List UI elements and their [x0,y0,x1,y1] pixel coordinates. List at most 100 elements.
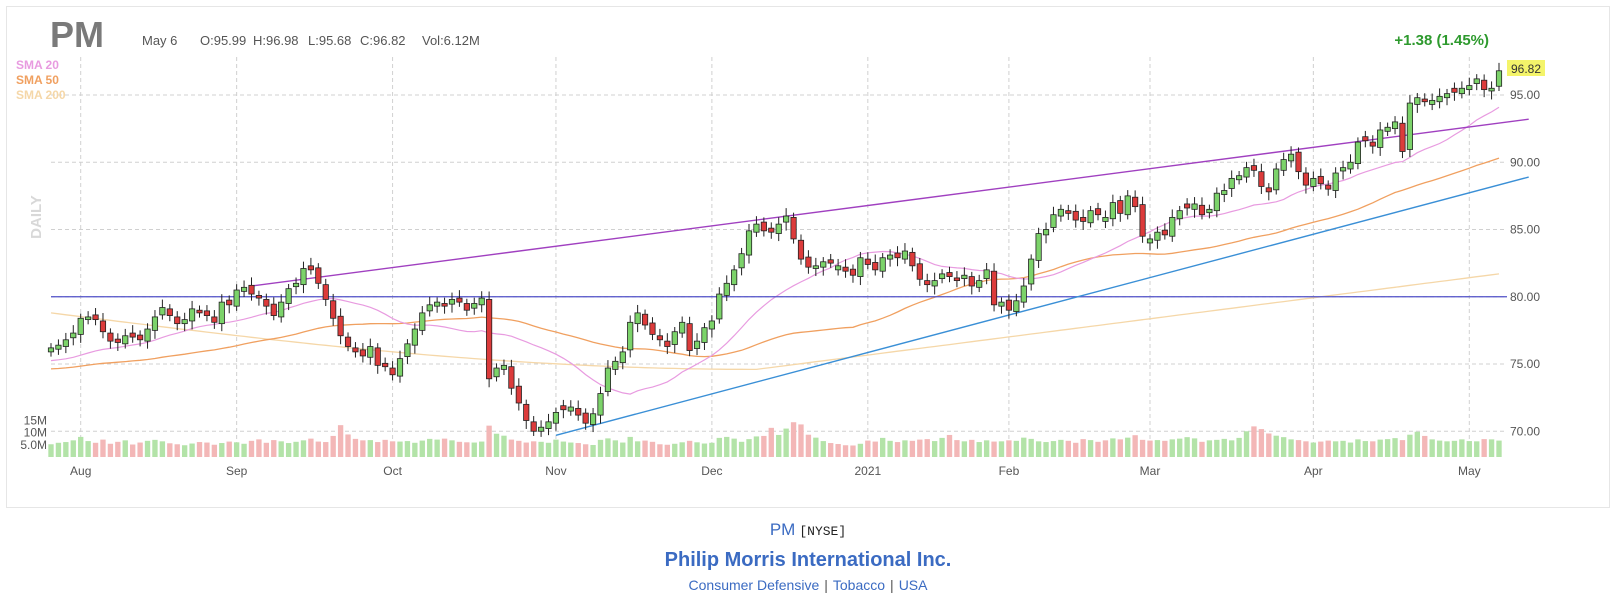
volume-bar [1095,441,1101,457]
volume-bar [100,439,106,457]
volume-bar [790,422,797,457]
ticker-symbol: PM [50,14,104,55]
volume-bar [1399,440,1406,457]
country-link[interactable]: USA [898,577,928,593]
volume-bar [248,440,255,457]
candle-body [434,301,441,307]
candle-body [189,308,196,322]
last-price-marker-bg [1507,60,1545,76]
chart-frame: 95.00 90.00 85.00 80.00 75.00 70.00 15M 10M 5.0M… [6,6,1610,508]
candle-body [1339,167,1347,172]
candle-body [827,259,834,264]
candle-body [151,316,159,331]
volume-bar [1459,439,1465,457]
volume-bar [850,445,856,457]
candle-body [634,312,641,325]
volume-bar [820,441,826,457]
volume-bar [1377,439,1383,457]
volume-bar [1013,440,1020,457]
volume-bar [1258,429,1265,457]
candle-body [211,316,218,323]
volume-bar [1214,439,1220,457]
month-label: May [1458,464,1481,478]
footer-ticker[interactable]: PM [769,520,796,539]
volume-bar [1488,439,1495,457]
candle-body [857,257,864,277]
volume-bar [1206,440,1213,457]
volume-bar [152,439,158,457]
sma-50-line [50,157,1500,370]
volume-bar [672,443,678,457]
candle-body [1236,175,1243,181]
candle-body [1354,141,1361,164]
volume-bar [397,441,403,457]
candle-body [70,332,77,339]
candle-body [114,338,121,343]
volume-bar [842,445,849,457]
volume-bar [1117,439,1123,457]
candle-body [1369,141,1376,147]
candle-body [99,320,107,333]
candle-body [315,267,322,284]
candle-body [55,344,62,350]
candle-body [248,284,255,295]
candle-body [693,340,701,349]
volume-bar [337,425,344,457]
volume-bar [879,437,886,457]
volume-bar [857,443,864,457]
volume-bar [761,435,767,457]
volume-bar [256,439,262,457]
candle-body [604,367,611,392]
volume-bar [1021,437,1027,457]
volume-bar [1340,440,1346,457]
candle-body [389,367,396,376]
candle-body [530,421,537,432]
volume-bar [1229,440,1235,457]
volume-bar [1125,437,1131,457]
candle-body [263,299,270,307]
volume-bar [464,442,470,457]
volume-bar [137,442,143,457]
candle-body [1473,78,1480,84]
volume-bar [144,440,151,457]
volume-bar [241,443,247,457]
candle-body [931,280,938,287]
candle-body [708,320,715,330]
candle-body [233,289,240,307]
volume-bar [501,435,507,457]
volume-bar [323,442,329,457]
volume-bar [233,442,240,457]
industry-link[interactable]: Tobacco [832,577,886,593]
volume-bar [1050,441,1057,457]
volume-bar [1147,440,1153,457]
volume-bar [189,443,195,457]
candle-body [448,299,456,305]
company-name[interactable]: Philip Morris International Inc. [664,549,952,571]
candle-body [894,252,901,259]
candle-body [523,403,530,421]
volume-bar [642,440,648,457]
sector-link[interactable]: Consumer Defensive [688,577,820,593]
candle-body [92,314,99,321]
volume-bar [285,443,292,457]
candle-body [374,347,381,366]
volume-bar [1058,439,1064,457]
volume-bar [902,440,908,457]
candle-body [77,317,84,335]
footer: PM [NYSE] Philip Morris International Inc… [0,520,1616,594]
volume-bar [63,442,69,457]
candle-body [1488,87,1495,92]
price-tick-label: 90.00 [1510,155,1540,169]
candle-body [1466,85,1473,91]
candle-body [901,250,909,260]
volume-bar [620,442,626,457]
volume-bar [1414,431,1420,457]
volume-bar [991,441,997,457]
volume-bar [1303,441,1309,457]
candle-body [589,413,597,425]
volume-bar [1184,437,1190,457]
candle-body [382,362,389,368]
candle-body [1213,192,1220,212]
volume-bar [738,441,745,457]
volume-bar [1132,435,1138,457]
